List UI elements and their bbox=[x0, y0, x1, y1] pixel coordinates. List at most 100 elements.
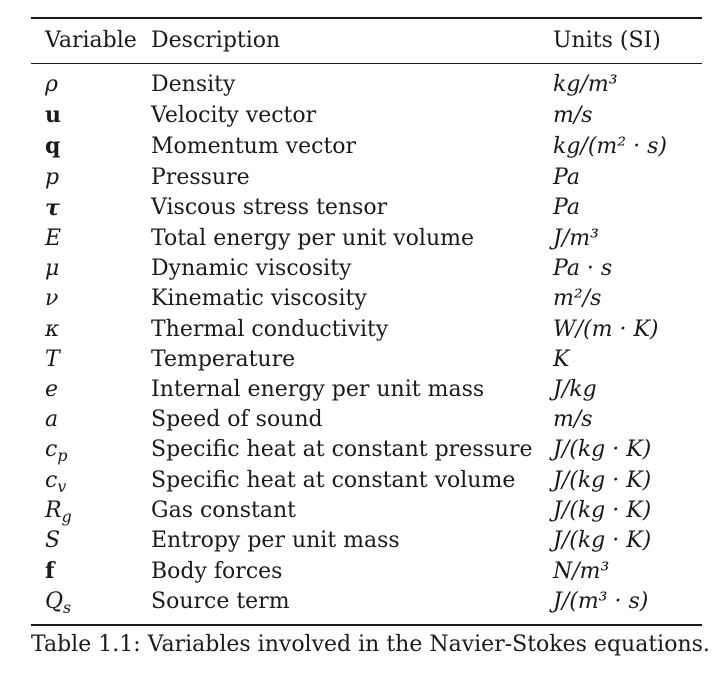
variable-symbol: Rg bbox=[31, 496, 151, 526]
variable-symbol: a bbox=[31, 405, 151, 435]
symbol-glyph: ρ bbox=[45, 72, 58, 97]
symbol-subscript: s bbox=[63, 598, 71, 617]
symbol-glyph: ν bbox=[45, 286, 58, 311]
variable-units: W/(m · K) bbox=[553, 315, 702, 345]
variable-symbol: e bbox=[31, 375, 151, 405]
symbol-glyph: R bbox=[45, 498, 62, 523]
variables-table-wrapper: Variable Description Units (SI) ρ Density… bbox=[31, 17, 702, 626]
table-header: Variable Description Units (SI) bbox=[31, 19, 702, 63]
table-row: κ Thermal conductivityW/(m · K) bbox=[31, 315, 702, 345]
variable-symbol: T bbox=[31, 345, 151, 375]
variable-units: m/s bbox=[553, 100, 702, 131]
table-caption: Table 1.1: Variables involved in the Nav… bbox=[31, 630, 710, 660]
variable-symbol: f bbox=[31, 556, 151, 587]
variable-description: Kinematic viscosity bbox=[151, 284, 553, 314]
symbol-glyph: E bbox=[45, 226, 61, 251]
symbol-glyph: c bbox=[45, 437, 57, 462]
variable-description: Specific heat at constant pressure bbox=[151, 435, 553, 465]
header-variable: Variable bbox=[31, 19, 151, 63]
variable-symbol: E bbox=[31, 224, 151, 254]
variable-units: Pa · s bbox=[553, 254, 702, 284]
symbol-glyph: p bbox=[45, 165, 59, 190]
variable-symbol: Qs bbox=[31, 587, 151, 617]
symbol-glyph: τ bbox=[45, 195, 60, 221]
table-row: μ Dynamic viscosityPa · s bbox=[31, 254, 702, 284]
variable-units: J/(kg · K) bbox=[553, 496, 702, 526]
variable-description: Source term bbox=[151, 587, 553, 617]
symbol-glyph: u bbox=[45, 102, 61, 128]
variables-table-body: ρDensitykg/m³uVelocity vectorm/sqMomentu… bbox=[31, 64, 702, 624]
bottom-rule bbox=[31, 624, 702, 626]
variable-description: Pressure bbox=[151, 163, 553, 193]
table-row: qMomentum vectorkg/(m² · s) bbox=[31, 131, 702, 162]
header-description: Description bbox=[151, 19, 553, 63]
variable-symbol: u bbox=[31, 100, 151, 131]
variable-units: kg/(m² · s) bbox=[553, 131, 702, 162]
symbol-glyph: e bbox=[45, 377, 58, 402]
symbol-glyph: a bbox=[45, 407, 58, 432]
symbol-glyph: c bbox=[45, 468, 57, 493]
table-row: p PressurePa bbox=[31, 163, 702, 193]
variable-units: J/(kg · K) bbox=[553, 526, 702, 556]
variable-symbol: cp bbox=[31, 435, 151, 465]
variable-description: Speed of sound bbox=[151, 405, 553, 435]
variable-description: Body forces bbox=[151, 556, 553, 587]
symbol-subscript: p bbox=[57, 446, 67, 465]
variable-units: N/m³ bbox=[553, 556, 702, 587]
symbol-glyph: μ bbox=[45, 256, 59, 281]
variable-symbol: cv bbox=[31, 466, 151, 496]
symbol-glyph: Q bbox=[45, 589, 63, 614]
variable-description: Thermal conductivity bbox=[151, 315, 553, 345]
symbol-glyph: S bbox=[45, 528, 60, 553]
variable-units: J/(m³ · s) bbox=[553, 587, 702, 617]
variable-description: Internal energy per unit mass bbox=[151, 375, 553, 405]
variable-description: Gas constant bbox=[151, 496, 553, 526]
table-body: ρDensitykg/m³uVelocity vectorm/sqMomentu… bbox=[31, 64, 702, 624]
symbol-glyph: κ bbox=[45, 317, 59, 342]
variable-description: Temperature bbox=[151, 345, 553, 375]
variable-symbol: ν bbox=[31, 284, 151, 314]
variable-description: Viscous stress tensor bbox=[151, 193, 553, 224]
table-row: T TemperatureK bbox=[31, 345, 702, 375]
symbol-glyph: f bbox=[45, 558, 54, 584]
table-row: S Entropy per unit massJ/(kg · K) bbox=[31, 526, 702, 556]
symbol-subscript: g bbox=[62, 507, 72, 526]
variable-symbol: κ bbox=[31, 315, 151, 345]
variable-description: Total energy per unit volume bbox=[151, 224, 553, 254]
symbol-glyph: T bbox=[45, 347, 60, 372]
variable-description: Dynamic viscosity bbox=[151, 254, 553, 284]
variable-symbol: p bbox=[31, 163, 151, 193]
variable-symbol: τ bbox=[31, 193, 151, 224]
header-row: Variable Description Units (SI) bbox=[31, 19, 702, 63]
header-units: Units (SI) bbox=[553, 19, 702, 63]
table-row: ν Kinematic viscositym²/s bbox=[31, 284, 702, 314]
variable-description: Momentum vector bbox=[151, 131, 553, 162]
table-row: τ Viscous stress tensorPa bbox=[31, 193, 702, 224]
table-row: f Body forcesN/m³ bbox=[31, 556, 702, 587]
variable-units: J/m³ bbox=[553, 224, 702, 254]
table-row: u Velocity vectorm/s bbox=[31, 100, 702, 131]
variable-symbol: ρ bbox=[31, 70, 151, 100]
table-row: ρDensitykg/m³ bbox=[31, 70, 702, 100]
variable-units: J/(kg · K) bbox=[553, 435, 702, 465]
table-row: cvSpecific heat at constant volumeJ/(kg … bbox=[31, 466, 702, 496]
table-row: E Total energy per unit volumeJ/m³ bbox=[31, 224, 702, 254]
variable-units: Pa bbox=[553, 193, 702, 224]
symbol-subscript: v bbox=[57, 476, 66, 495]
variable-description: Velocity vector bbox=[151, 100, 553, 131]
table-row: RgGas constantJ/(kg · K) bbox=[31, 496, 702, 526]
table-row: a Speed of soundm/s bbox=[31, 405, 702, 435]
table-row: cpSpecific heat at constant pressureJ/(k… bbox=[31, 435, 702, 465]
variable-units: J/(kg · K) bbox=[553, 466, 702, 496]
variable-units: Pa bbox=[553, 163, 702, 193]
variables-table: Variable Description Units (SI) bbox=[31, 19, 702, 63]
variable-description: Density bbox=[151, 70, 553, 100]
variable-units: K bbox=[553, 345, 702, 375]
variable-symbol: μ bbox=[31, 254, 151, 284]
variable-description: Specific heat at constant volume bbox=[151, 466, 553, 496]
variable-symbol: q bbox=[31, 131, 151, 162]
table-row: QsSource termJ/(m³ · s) bbox=[31, 587, 702, 617]
variable-units: m/s bbox=[553, 405, 702, 435]
variable-description: Entropy per unit mass bbox=[151, 526, 553, 556]
variable-units: m²/s bbox=[553, 284, 702, 314]
